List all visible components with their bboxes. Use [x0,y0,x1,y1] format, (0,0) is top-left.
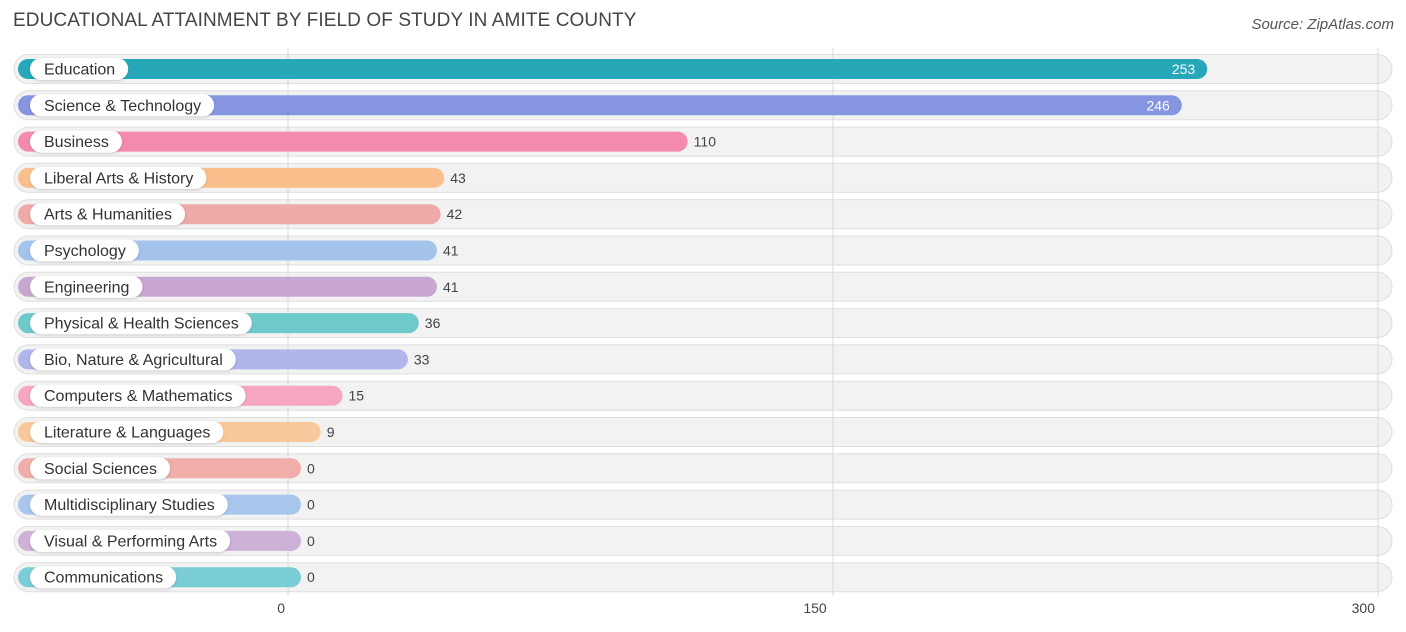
category-pill [30,457,170,480]
category-pill [30,239,139,262]
chart-title: EDUCATIONAL ATTAINMENT BY FIELD OF STUDY… [13,10,637,31]
row-background [13,562,1393,593]
row-background [13,525,1393,556]
value-label: 0 [307,533,315,549]
tick-label: 300 [1352,600,1376,616]
category-label: Business [44,134,109,151]
value-label: 33 [414,351,430,367]
category-label: Visual & Performing Arts [44,533,217,550]
value-label: 0 [307,569,315,585]
tick-label: 150 [803,600,827,616]
value-label: 0 [307,497,315,513]
category-pill [30,58,129,80]
category-pill [30,384,246,407]
category-label: Physical & Health Sciences [44,316,239,333]
value-label: 246 [1146,97,1170,113]
value-label: 0 [307,460,315,476]
row-background [13,380,1393,411]
tick-label: 0 [277,600,285,616]
category-pill [30,203,186,226]
category-label: Social Sciences [44,461,157,478]
value-label: 110 [694,134,717,150]
category-label: Multidisciplinary Studies [44,497,215,514]
category-pill [30,94,215,117]
category-pill [30,312,252,335]
value-label: 253 [1172,61,1196,77]
category-pill [30,166,207,189]
value-label: 15 [349,388,365,404]
value-label: 36 [425,315,441,331]
category-pill [30,566,177,589]
category-pill [30,130,122,153]
bar [18,131,688,152]
category-label: Communications [44,570,163,587]
category-pill [30,421,224,443]
category-label: Bio, Nature & Agricultural [44,352,223,369]
value-label: 43 [450,170,466,186]
category-label: Education [44,62,115,79]
category-pill [30,493,228,516]
bar [18,95,1182,116]
bar [18,59,1208,79]
category-label: Liberal Arts & History [44,170,193,187]
category-label: Engineering [44,279,129,296]
category-pill [30,529,231,552]
category-label: Computers & Mathematics [44,388,233,405]
category-label: Science & Technology [44,98,201,115]
row-background [13,489,1393,520]
category-pill [30,348,236,371]
source-label: Source: ZipAtlas.com [1251,16,1394,33]
value-label: 9 [327,424,335,440]
value-label: 41 [443,243,459,259]
value-label: 42 [447,206,463,222]
category-label: Literature & Languages [44,425,210,442]
category-label: Psychology [44,243,126,260]
row-background [13,453,1393,484]
value-label: 41 [443,279,459,295]
category-pill [30,275,143,298]
category-label: Arts & Humanities [44,207,172,224]
row-background [13,417,1393,447]
